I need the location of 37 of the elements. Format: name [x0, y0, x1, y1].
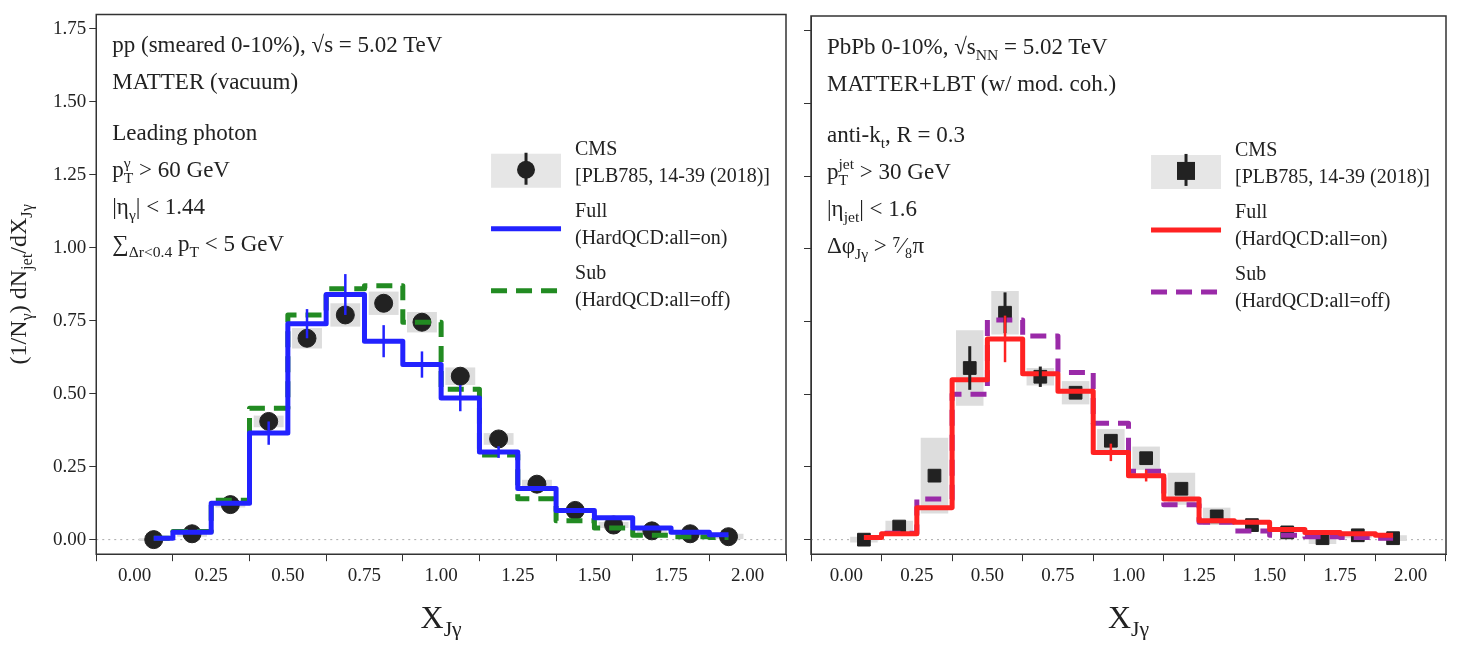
y-tick-label: 1.50	[53, 89, 87, 111]
x-tick-label: 1.75	[654, 563, 688, 585]
y-tick-label: 0.25	[53, 454, 87, 476]
annotation: MATTER (vacuum)	[112, 69, 299, 95]
legend-label: CMS [PLB785, 14-39 (2018)]	[575, 136, 770, 187]
x-tick-label: 1.00	[1111, 563, 1146, 585]
x-tick-label: 0.50	[271, 563, 305, 585]
x-tick-label: 0.25	[194, 563, 228, 585]
annotation: MATTER+LBT (w/ mod. coh.)	[827, 71, 1117, 96]
legend-label: Full (HardQCD:all=on)	[575, 198, 728, 249]
y-tick-label: 0.75	[53, 308, 87, 330]
legend-label: Full (HardQCD:all=on)	[1235, 199, 1388, 250]
y-tick-label: 0.00	[53, 527, 87, 549]
legend-label: Sub (HardQCD:all=off)	[575, 260, 731, 311]
y-axis-title: (1/Nγ) dNjet/dXJγ	[5, 204, 36, 365]
x-tick-label: 2.00	[1394, 563, 1428, 585]
x-tick-label: 2.00	[731, 563, 765, 585]
x-tick-label: 1.25	[1182, 563, 1216, 585]
x-tick-label: 1.75	[1323, 563, 1357, 585]
y-tick-label: 1.75	[53, 16, 87, 38]
x-tick-label: 0.25	[900, 563, 934, 585]
x-tick-label: 0.00	[829, 563, 863, 585]
annotation: Leading photon	[112, 120, 258, 146]
x-tick-label: 1.50	[577, 563, 612, 585]
x-tick-label: 0.75	[347, 563, 382, 585]
x-tick-label: 1.50	[1252, 563, 1287, 585]
x-tick-label: 0.75	[1041, 563, 1075, 585]
y-tick-label: 1.25	[53, 162, 87, 184]
x-tick-label: 1.00	[424, 563, 458, 585]
y-tick-label: 0.50	[53, 381, 87, 403]
annotation: pp (smeared 0-10%), √s = 5.02 TeV	[112, 32, 443, 58]
legend-label: Sub (HardQCD:all=off)	[1235, 261, 1391, 312]
y-tick-label: 1.00	[53, 235, 87, 257]
x-tick-label: 0.50	[970, 563, 1005, 585]
legend-label: CMS [PLB785, 14-39 (2018)]	[1235, 137, 1430, 188]
x-tick-label: 0.00	[117, 563, 152, 585]
x-tick-label: 1.25	[501, 563, 535, 585]
